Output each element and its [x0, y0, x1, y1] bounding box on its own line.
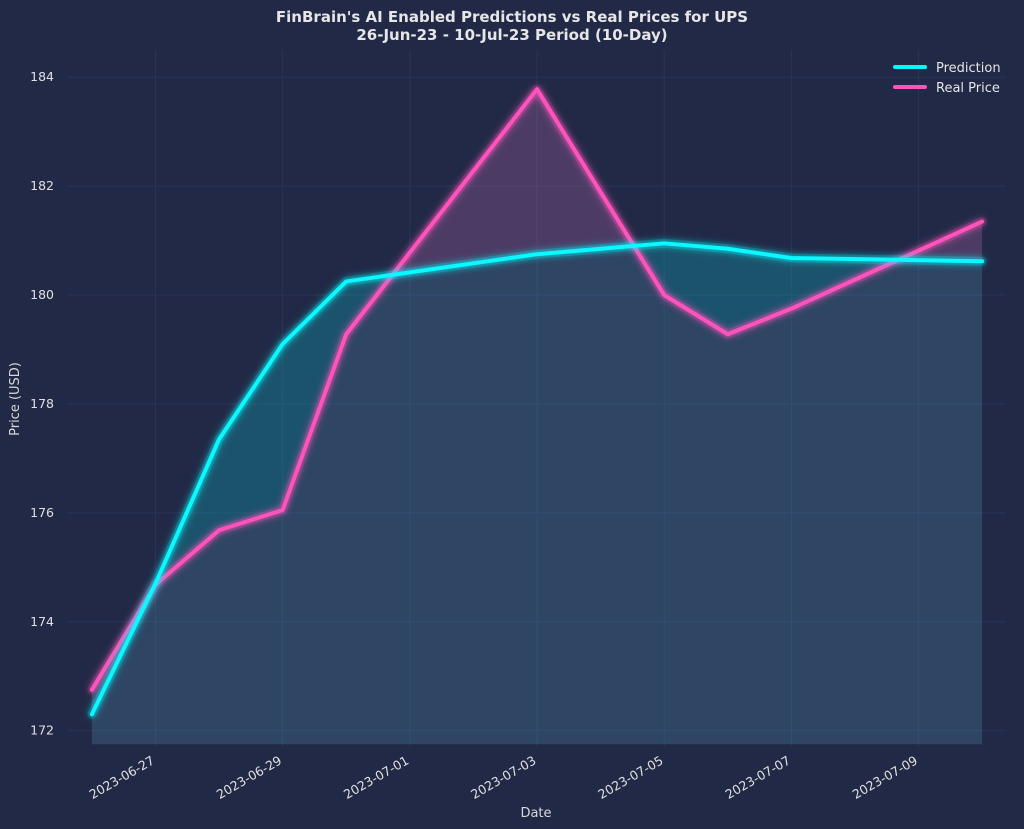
grid: [68, 50, 1006, 747]
x-tick-label: 2023-07-05: [595, 753, 665, 802]
y-axis-label: Price (USD): [8, 362, 23, 436]
x-axis-label: Date: [520, 806, 551, 821]
between-lines-fill: [282, 281, 347, 511]
y-tick-label: 172: [30, 723, 54, 738]
y-axis-ticks: 172 174 176 178 180 182 184: [30, 69, 54, 737]
y-tick-label: 184: [30, 69, 54, 84]
prediction-line: [89, 241, 985, 717]
y-tick-label: 174: [30, 614, 54, 629]
legend-label-real-price: Real Price: [936, 81, 1000, 96]
y-tick-label: 178: [30, 396, 54, 411]
between-lines-fill: [219, 344, 283, 531]
prediction-area-fill: [91, 243, 983, 745]
x-tick-label: 2023-07-09: [850, 753, 920, 802]
y-tick-label: 176: [30, 505, 54, 520]
real-price-area-fill: [91, 89, 983, 745]
x-tick-label: 2023-07-07: [722, 753, 792, 802]
between-lines-fill: [727, 248, 792, 335]
chart-title-line2: 26-Jun-23 - 10-Jul-23 Period (10-Day): [356, 26, 667, 44]
y-tick-label: 182: [30, 178, 54, 193]
x-tick-label: 2023-06-27: [87, 753, 157, 802]
legend: Prediction Real Price: [893, 61, 1001, 96]
x-tick-label: 2023-07-03: [468, 753, 538, 802]
real-price-line: [89, 87, 985, 692]
x-tick-label: 2023-07-01: [341, 753, 411, 802]
y-tick-label: 180: [30, 287, 54, 302]
chart-title-line1: FinBrain's AI Enabled Predictions vs Rea…: [276, 8, 748, 26]
x-tick-label: 2023-06-29: [214, 753, 284, 802]
between-lines-fill: [664, 243, 728, 335]
legend-label-prediction: Prediction: [936, 61, 1001, 76]
area-fills: [91, 89, 983, 745]
x-axis-ticks: 2023-06-27 2023-06-29 2023-07-01 2023-07-03…: [87, 753, 921, 802]
series-lines: [87, 84, 987, 719]
